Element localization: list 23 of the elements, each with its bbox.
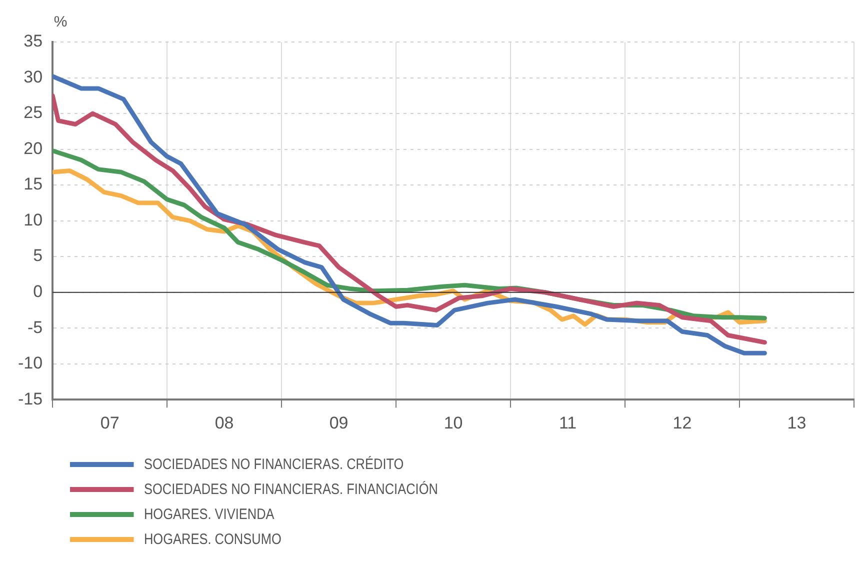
legend-label: HOGARES. VIVIENDA [144,506,274,523]
y-tick-label: 15 [24,174,43,194]
x-tick-label: 07 [100,413,120,432]
y-tick-label: -15 [18,389,43,408]
y-tick-label: 10 [24,210,43,230]
x-tick-label: 09 [329,413,348,432]
x-tick-label: 11 [558,413,577,432]
y-tick-label: 20 [24,138,43,158]
legend-label: HOGARES. CONSUMO [144,531,282,548]
y-tick-label: -10 [18,354,43,373]
y-tick-label: -5 [27,318,43,337]
y-tick-label: 30 [24,67,43,86]
y-tick-label: 25 [24,103,43,122]
y-tick-label: 35 [24,32,43,51]
x-tick-label: 10 [444,413,463,432]
y-tick-label: 0 [33,282,43,302]
y-tick-label: 5 [33,246,43,266]
x-tick-label: 08 [214,413,234,432]
x-tick-label: 13 [787,413,806,432]
legend-label: SOCIEDADES NO FINANCIERAS. CRÉDITO [144,456,404,473]
x-tick-label: 12 [672,413,692,432]
y-axis-title: % [54,14,68,31]
legend-label: SOCIEDADES NO FINANCIERAS. FINANCIACIÓN [144,481,438,498]
